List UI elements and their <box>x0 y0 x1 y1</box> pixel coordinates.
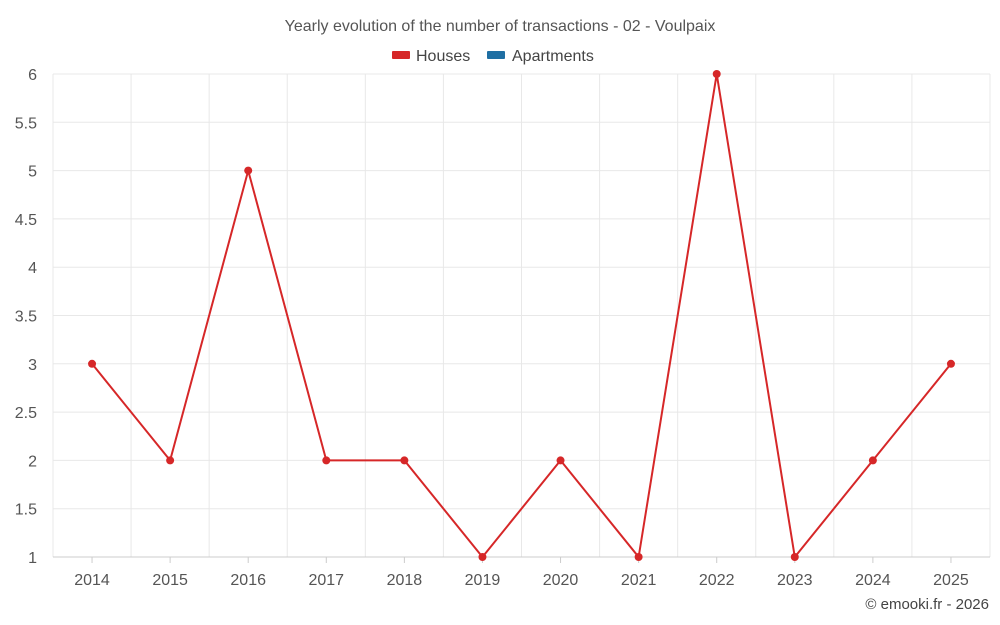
data-point-houses[interactable] <box>712 70 721 78</box>
x-tick-label: 2025 <box>933 572 969 589</box>
x-tick-label: 2020 <box>543 572 579 589</box>
y-tick-label: 5 <box>28 164 37 181</box>
data-point-houses[interactable] <box>478 553 487 561</box>
y-tick-label: 4 <box>28 260 37 277</box>
legend-item-houses[interactable]: Houses <box>392 48 470 65</box>
legend: Houses Apartments <box>392 48 594 65</box>
legend-label-houses: Houses <box>416 48 470 65</box>
data-point-houses[interactable] <box>556 456 565 465</box>
chart-title: Yearly evolution of the number of transa… <box>285 18 716 35</box>
data-point-houses[interactable] <box>790 553 799 561</box>
x-tick-label: 2019 <box>465 572 501 589</box>
y-tick-label: 1.5 <box>15 502 37 519</box>
axes: 1 1.5 2 2.5 3 3.5 4 4.5 5 5.5 6 2014 2015 2016 2017 201… <box>15 67 990 589</box>
grid <box>52 73 991 558</box>
data-point-houses[interactable] <box>166 456 175 465</box>
x-tick-label: 2018 <box>387 572 423 589</box>
x-tick-label: 2021 <box>621 572 657 589</box>
legend-swatch-houses <box>392 51 410 59</box>
legend-swatch-apartments <box>487 51 505 59</box>
x-tick-label: 2024 <box>855 572 891 589</box>
x-tick-label: 2016 <box>230 572 266 589</box>
x-tick-label: 2014 <box>74 572 110 589</box>
data-point-houses[interactable] <box>88 359 97 368</box>
y-tick-label: 3.5 <box>15 309 37 326</box>
x-tick-label: 2023 <box>777 572 813 589</box>
y-tick-label: 2.5 <box>15 405 37 422</box>
data-point-houses[interactable] <box>400 456 409 465</box>
y-tick-label: 5.5 <box>15 115 37 132</box>
y-tick-label: 3 <box>28 357 37 374</box>
x-tick-label: 2022 <box>699 572 735 589</box>
series-layer <box>88 70 955 561</box>
legend-item-apartments[interactable]: Apartments <box>487 48 594 65</box>
y-tick-label: 6 <box>28 67 37 84</box>
y-tick-label: 2 <box>28 453 37 470</box>
data-point-houses[interactable] <box>868 456 877 465</box>
data-point-houses[interactable] <box>634 553 643 561</box>
legend-label-apartments: Apartments <box>512 48 594 65</box>
data-point-houses[interactable] <box>244 166 253 175</box>
credit: © emooki.fr - 2026 <box>865 596 989 613</box>
data-point-houses[interactable] <box>946 359 955 368</box>
y-tick-label: 4.5 <box>15 212 37 229</box>
x-tick-label: 2015 <box>152 572 188 589</box>
x-tick-label: 2017 <box>308 572 344 589</box>
data-point-houses[interactable] <box>322 456 331 465</box>
series-line-houses <box>91 73 952 558</box>
y-tick-label: 1 <box>28 550 37 567</box>
